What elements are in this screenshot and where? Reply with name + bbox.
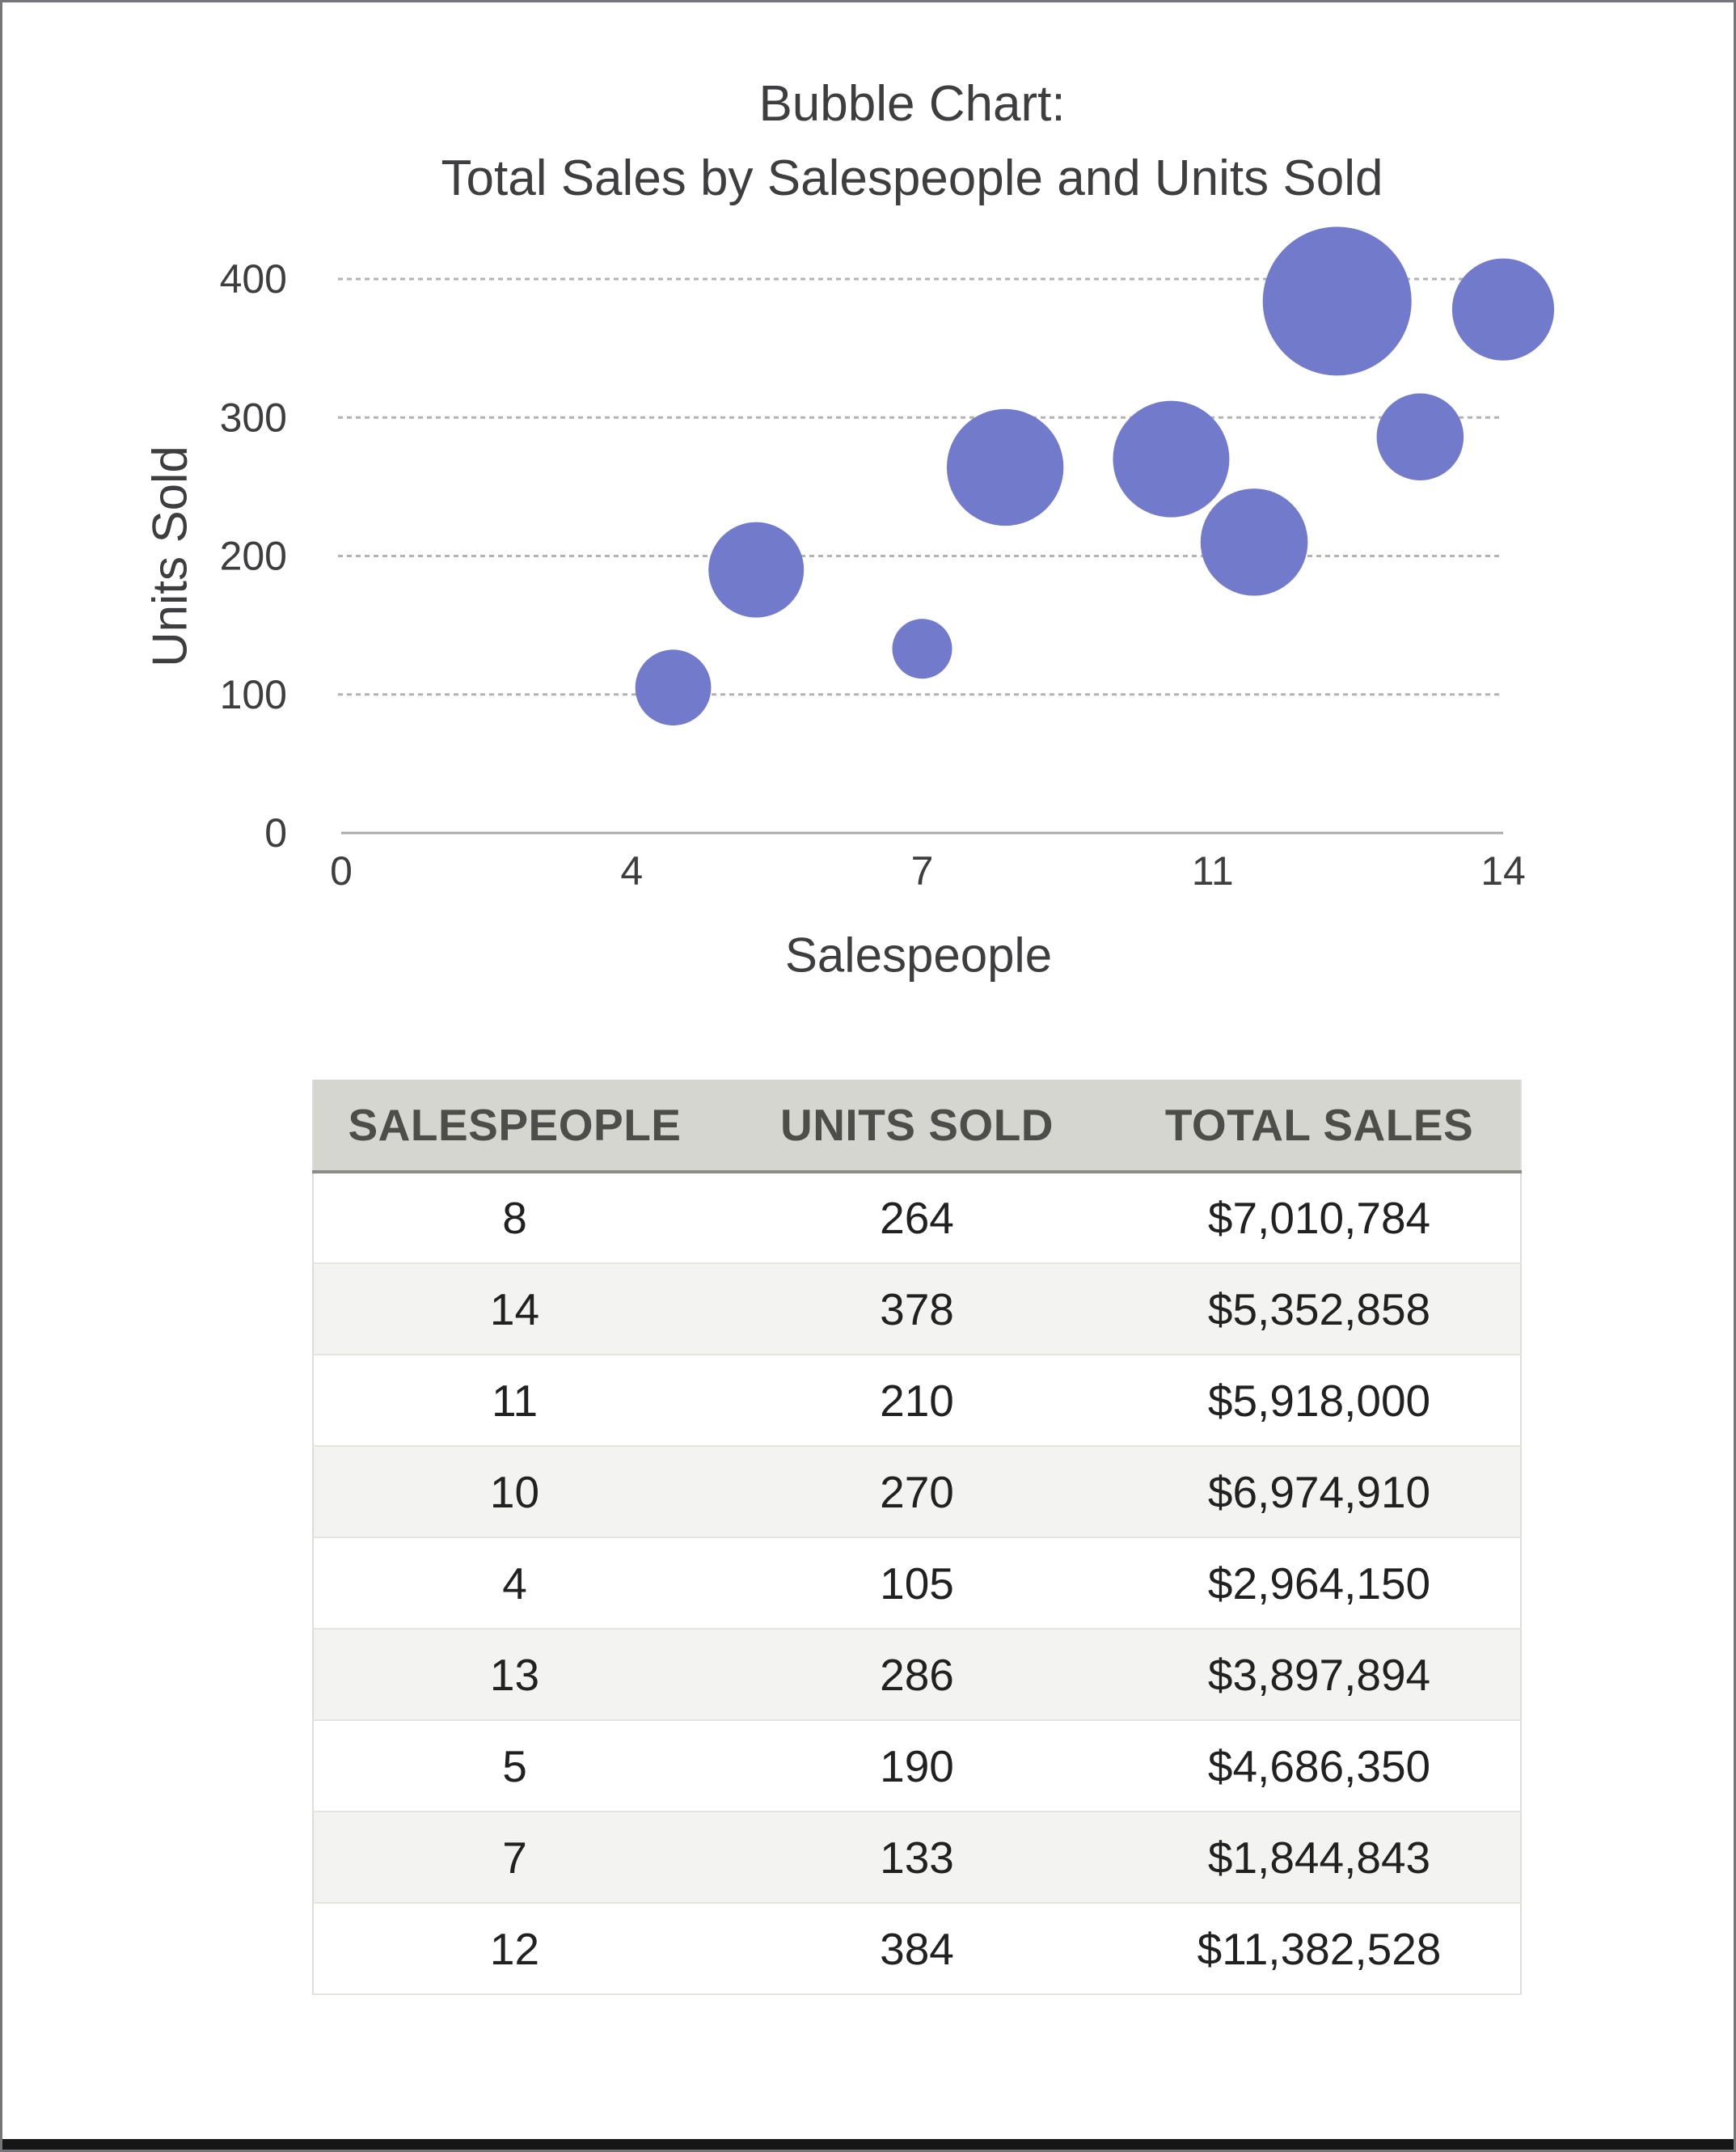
bubble (1451, 258, 1555, 361)
bubble (892, 619, 952, 679)
table-header-row: SALESPEOPLE UNITS SOLD TOTAL SALES (313, 1080, 1521, 1173)
bubble-chart-svg: 0 100 200 300 400 0 4 7 11 14 (220, 226, 1555, 894)
y-tick-label: 100 (220, 672, 287, 717)
table-row: 7 133 $1,844,843 (313, 1812, 1521, 1904)
table-cell: $6,974,910 (1118, 1446, 1521, 1538)
bubble (1113, 400, 1230, 518)
table-row: 5 190 $4,686,350 (313, 1720, 1521, 1812)
column-header: UNITS SOLD (716, 1080, 1118, 1173)
y-tick-label: 400 (220, 256, 287, 302)
column-header: SALESPEOPLE (313, 1080, 716, 1173)
table-cell: 378 (716, 1263, 1118, 1355)
table-row: 14 378 $5,352,858 (313, 1263, 1521, 1355)
table-cell: 133 (716, 1812, 1118, 1904)
table-cell: 12 (313, 1903, 716, 1995)
table-cell: 13 (313, 1629, 716, 1721)
table-cell: 5 (313, 1720, 716, 1812)
bubble (708, 522, 805, 618)
chart-title-line2: Total Sales by Salespeople and Units Sol… (441, 150, 1383, 206)
table-cell: $7,010,784 (1118, 1172, 1521, 1264)
table-cell: 10 (313, 1446, 716, 1538)
bubble (1376, 393, 1464, 481)
table-cell: $4,686,350 (1118, 1720, 1521, 1812)
table-cell: $1,844,843 (1118, 1812, 1521, 1904)
table-cell: $2,964,150 (1118, 1537, 1521, 1630)
x-tick-label: 11 (1192, 848, 1234, 894)
chart-title: Bubble Chart: Total Sales by Salespeople… (144, 67, 1680, 216)
table-cell: 210 (716, 1355, 1118, 1447)
window-bottom-edge (2, 2139, 1734, 2150)
table-row: 11 210 $5,918,000 (313, 1355, 1521, 1447)
x-tick-label: 4 (620, 848, 643, 894)
bubble (1262, 226, 1412, 376)
table-cell: 4 (313, 1537, 716, 1630)
chart-title-line1: Bubble Chart: (758, 76, 1066, 132)
bubble (635, 649, 712, 726)
table-cell: 384 (716, 1903, 1118, 1995)
table-cell: 190 (716, 1720, 1118, 1812)
table-row: 8 264 $7,010,784 (313, 1172, 1521, 1264)
table-cell: $5,352,858 (1118, 1263, 1521, 1355)
table-cell: 270 (716, 1446, 1118, 1538)
table-cell: $11,382,528 (1118, 1903, 1521, 1995)
table-row: 4 105 $2,964,150 (313, 1537, 1521, 1630)
table-cell: 286 (716, 1629, 1118, 1721)
bubble (1200, 488, 1308, 596)
table-cell: 7 (313, 1812, 716, 1904)
table-cell: $5,918,000 (1118, 1355, 1521, 1447)
table-row: 13 286 $3,897,894 (313, 1629, 1521, 1721)
x-tick-label: 14 (1480, 848, 1526, 894)
table-cell: 264 (716, 1172, 1118, 1264)
x-tick-label: 7 (911, 848, 934, 894)
x-axis-title: Salespeople (784, 928, 1053, 983)
y-tick-label: 300 (220, 395, 287, 440)
table-cell: $3,897,894 (1118, 1629, 1521, 1721)
table-cell: 8 (313, 1172, 716, 1264)
y-tick-label: 0 (264, 810, 287, 856)
x-tick-label: 0 (330, 848, 353, 894)
table-row: 12 384 $11,382,528 (313, 1903, 1521, 1995)
bubble (946, 408, 1064, 526)
y-tick-label: 200 (220, 534, 287, 579)
table-cell: 11 (313, 1355, 716, 1447)
table-cell: 14 (313, 1263, 716, 1355)
table-row: 10 270 $6,974,910 (313, 1446, 1521, 1538)
column-header: TOTAL SALES (1118, 1080, 1521, 1173)
table-cell: 105 (716, 1537, 1118, 1630)
sales-data-table: SALESPEOPLE UNITS SOLD TOTAL SALES 8 264 $7,… (312, 1080, 1522, 1995)
